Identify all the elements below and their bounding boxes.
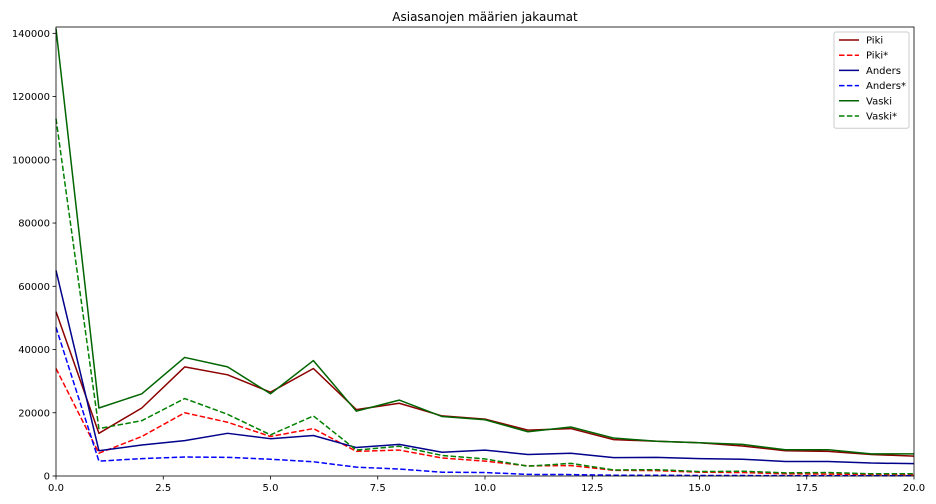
y-axis: 0 20000 40000 60000 80000 100000 120000 140000	[12, 29, 56, 483]
series-line-5	[55, 118, 914, 475]
x-tick-label: 12.5	[581, 483, 603, 494]
x-tick-label: 5.0	[263, 483, 279, 494]
y-tick-label: 60000	[18, 282, 50, 293]
y-tick-label: 20000	[18, 408, 50, 419]
legend: Piki Piki* Anders Anders* Vaski Vaski*	[833, 31, 910, 129]
y-tick-label: 140000	[12, 29, 50, 40]
legend-label: Vaski*	[866, 112, 897, 123]
legend-label: Piki	[866, 36, 883, 47]
legend-label: Anders	[866, 66, 901, 77]
y-tick-label: 40000	[18, 345, 50, 356]
x-tick-label: 15.0	[688, 483, 710, 494]
x-tick-label: 10.0	[474, 483, 496, 494]
series-line-0	[55, 311, 915, 457]
x-tick-label: 0.0	[48, 483, 64, 494]
legend-label: Vaski	[866, 96, 892, 107]
series-line-2	[55, 270, 915, 465]
y-tick-label: 100000	[12, 155, 50, 166]
y-tick-label: 80000	[18, 219, 50, 230]
plot-area	[55, 28, 915, 477]
series-line-3	[55, 327, 914, 477]
x-tick-label: 17.5	[796, 483, 818, 494]
x-tick-label: 7.5	[370, 483, 386, 494]
x-tick-label: 2.5	[155, 483, 171, 494]
y-tick-label: 120000	[12, 92, 50, 103]
legend-label: Piki*	[866, 51, 888, 62]
series-line-4	[55, 28, 914, 455]
legend-box	[833, 31, 910, 129]
x-tick-label: 20.0	[903, 483, 925, 494]
chart-title: Asiasanojen määrien jakaumat	[392, 10, 578, 24]
axes-frame	[55, 26, 915, 477]
legend-label: Anders*	[866, 81, 906, 92]
x-axis: 0.0 2.5 5.0 7.5 10.0 12.5 15.0 17.5 20.0	[48, 476, 925, 494]
y-tick-label: 0	[44, 472, 50, 483]
series-line-1	[55, 368, 915, 476]
